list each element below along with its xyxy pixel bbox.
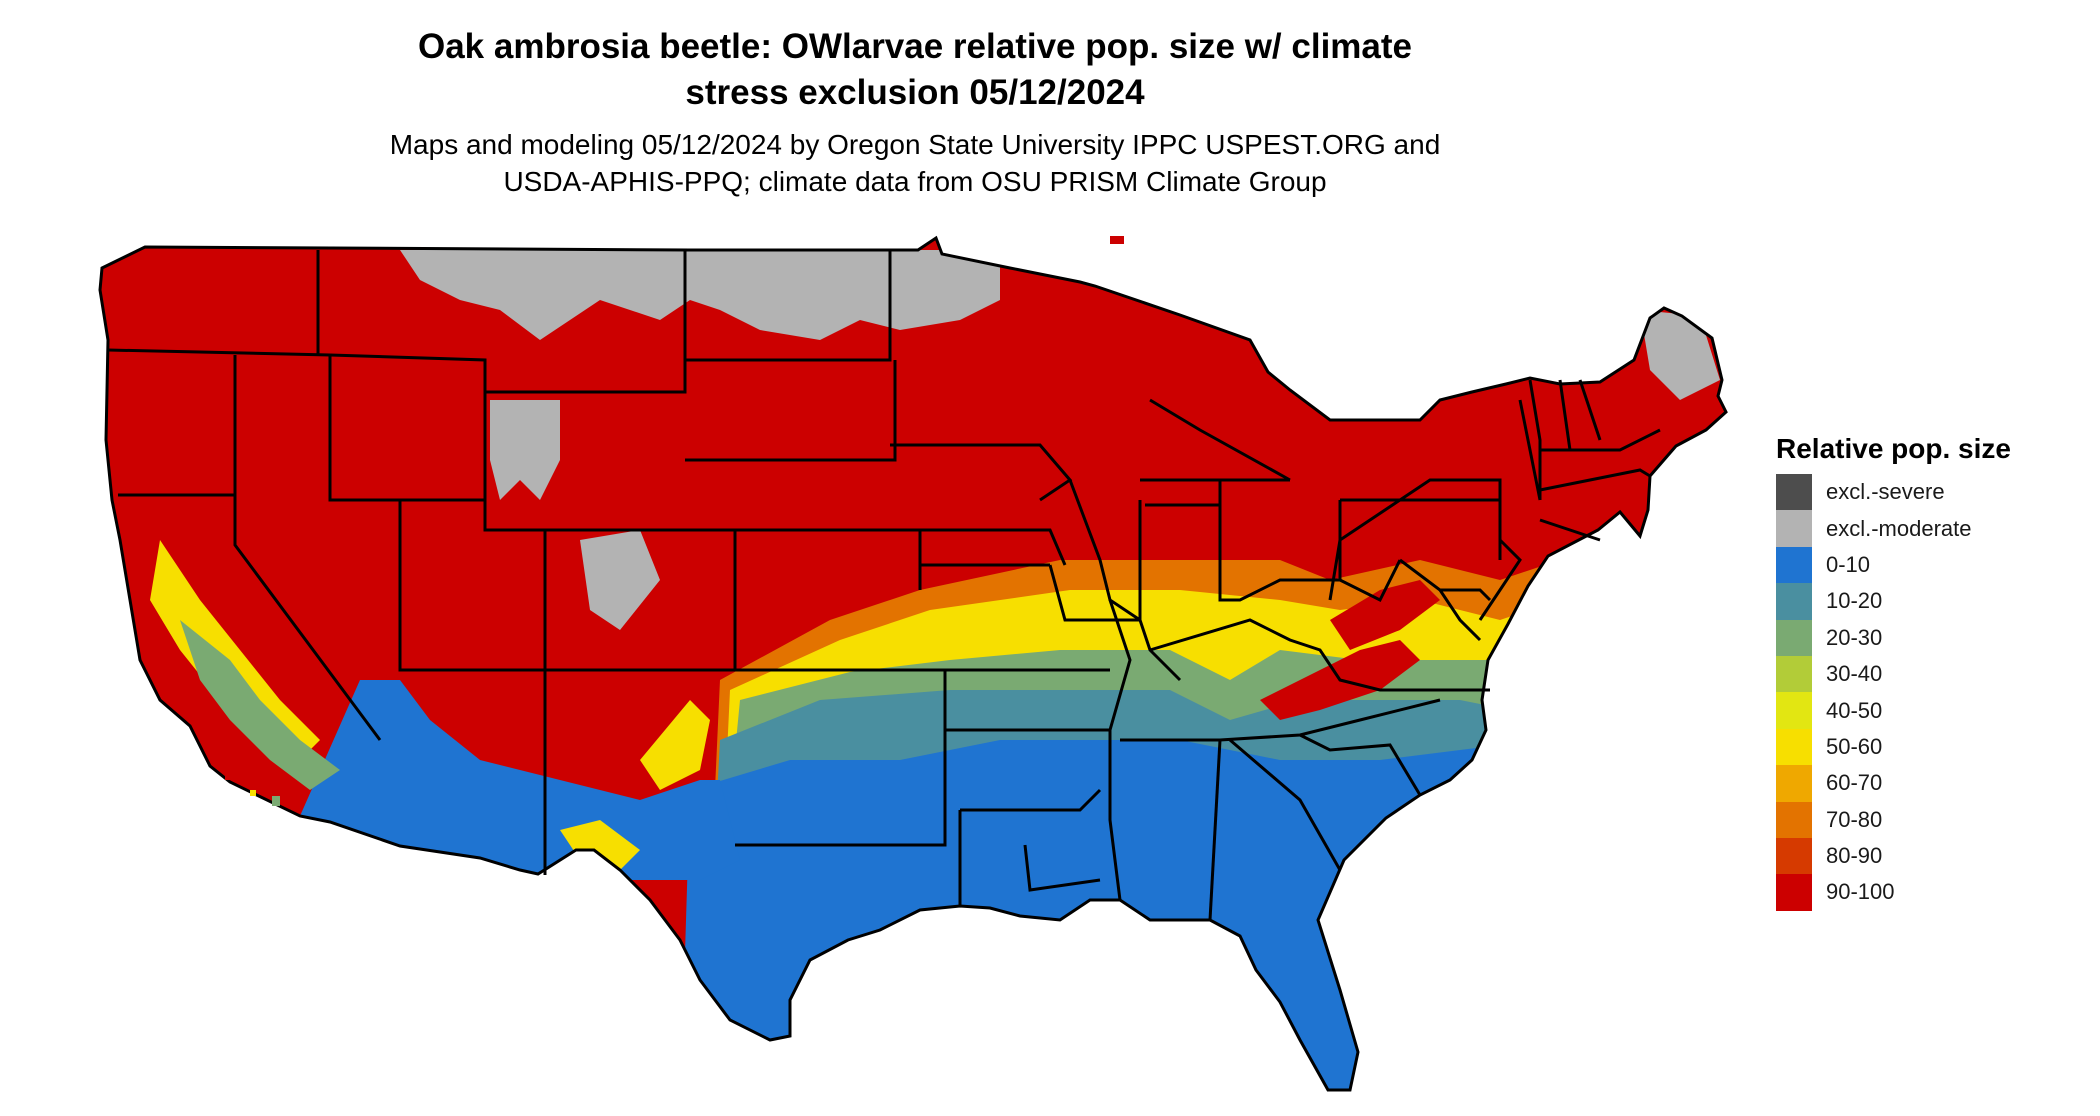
map-title: Oak ambrosia beetle: OWlarvae relative p…	[330, 24, 1500, 116]
legend-item: 60-70	[1776, 765, 2076, 802]
legend-swatch	[1776, 837, 1812, 875]
legend-label: excl.-moderate	[1826, 515, 1972, 541]
legend-label: 90-100	[1826, 879, 1895, 905]
legend-swatch	[1776, 583, 1812, 620]
legend-label: 40-50	[1826, 697, 1883, 723]
legend-item: 40-50	[1776, 692, 2076, 729]
legend-item: 70-80	[1776, 801, 2076, 838]
legend-swatch	[1776, 765, 1812, 802]
legend-swatch	[1776, 801, 1812, 838]
legend-swatch	[1776, 655, 1812, 693]
legend-label: 0-10	[1826, 551, 1871, 577]
legend-swatch	[1776, 510, 1812, 547]
legend-swatch	[1776, 692, 1812, 729]
map-subtitle: Maps and modeling 05/12/2024 by Oregon S…	[330, 126, 1500, 200]
legend-item: 20-30	[1776, 619, 2076, 656]
legend-label: 70-80	[1826, 806, 1883, 832]
legend-swatch	[1776, 474, 1812, 511]
legend-label: 30-40	[1826, 661, 1883, 687]
legend-swatch	[1776, 546, 1812, 584]
legend-label: 10-20	[1826, 588, 1883, 614]
legend-item: 80-90	[1776, 837, 2076, 875]
legend-item: 50-60	[1776, 728, 2076, 766]
legend-swatch	[1776, 874, 1812, 911]
legend-swatch	[1776, 728, 1812, 766]
legend-title: Relative pop. size	[1776, 433, 2011, 464]
subtitle-line-1: Maps and modeling 05/12/2024 by Oregon S…	[389, 129, 1441, 160]
legend-item: 10-20	[1776, 583, 2076, 620]
legend-label: excl.-severe	[1826, 479, 1945, 505]
legend-swatch	[1776, 619, 1812, 656]
legend: Relative pop. size excl.-severe excl.-mod…	[1776, 432, 2076, 911]
legend-item: 0-10	[1776, 546, 2076, 584]
title-line-2: stress exclusion 05/12/2024	[685, 73, 1145, 112]
title-line-1: Oak ambrosia beetle: OWlarvae relative p…	[417, 27, 1412, 66]
state-borders	[98, 235, 1728, 1092]
subtitle-line-2: USDA-APHIS-PPQ; climate data from OSU PR…	[503, 166, 1327, 197]
legend-label: 60-70	[1826, 770, 1883, 796]
legend-item: excl.-moderate	[1776, 510, 2076, 547]
legend-label: 50-60	[1826, 733, 1883, 759]
legend-label: 20-30	[1826, 624, 1883, 650]
coastal-fragments	[225, 236, 1124, 806]
legend-item: 30-40	[1776, 655, 2076, 693]
legend-items: excl.-severe excl.-moderate 0-10 10-20 20-30…	[1776, 474, 2076, 911]
legend-item: excl.-severe	[1776, 474, 2076, 511]
legend-label: 80-90	[1826, 843, 1883, 869]
legend-item: 90-100	[1776, 874, 2076, 911]
